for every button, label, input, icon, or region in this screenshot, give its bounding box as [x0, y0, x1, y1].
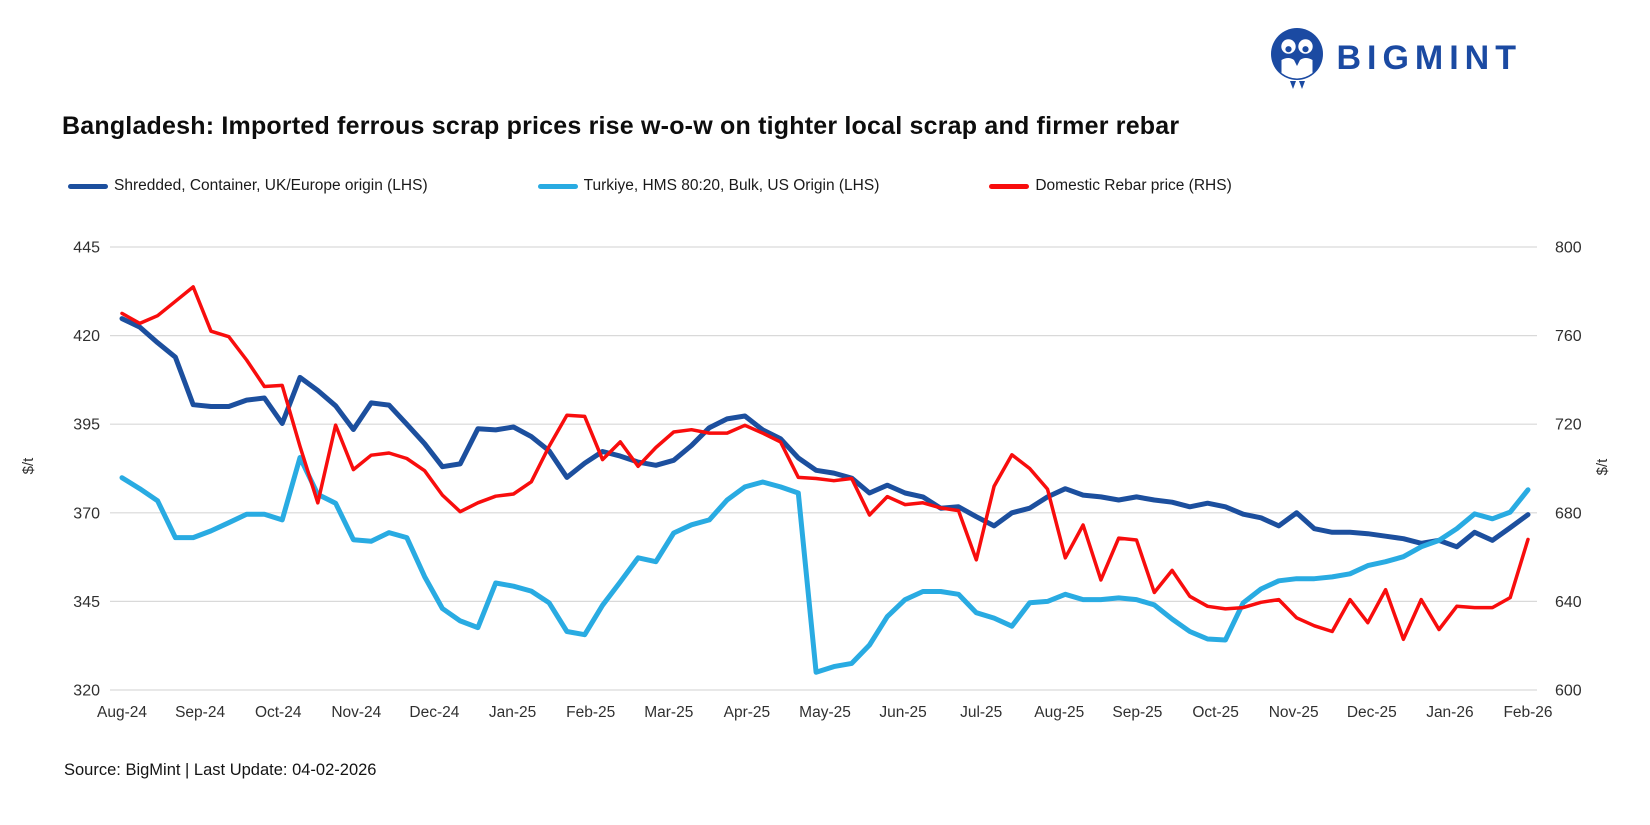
- x-axis-tick: Mar-25: [644, 704, 693, 721]
- right-axis-tick: 680: [1555, 505, 1582, 522]
- left-axis-tick: 445: [73, 240, 100, 257]
- series-line-2: [120, 285, 1530, 642]
- bigmint-logo-text: BIGMINT: [1336, 38, 1522, 77]
- x-axis-tick: Jan-25: [489, 704, 536, 721]
- series-line-1: [119, 455, 1531, 675]
- left-axis-tick: 395: [73, 417, 100, 434]
- x-axis-tick: May-25: [799, 704, 851, 721]
- x-axis-tick: Oct-25: [1192, 704, 1239, 721]
- right-axis-tick: 800: [1555, 240, 1582, 257]
- x-axis-tick: Apr-25: [724, 704, 771, 721]
- left-axis-tick: 420: [73, 328, 100, 345]
- legend-item: Domestic Rebar price (RHS): [989, 177, 1232, 195]
- x-axis-tick: Aug-24: [97, 704, 147, 721]
- legend-label: Turkiye, HMS 80:20, Bulk, US Origin (LHS…: [583, 177, 880, 194]
- x-axis-tick: Feb-25: [566, 704, 615, 721]
- right-axis-tick: 720: [1555, 417, 1582, 434]
- left-axis-tick: 370: [73, 505, 100, 522]
- x-axis-tick: Feb-26: [1503, 704, 1552, 721]
- legend-item: Turkiye, HMS 80:20, Bulk, US Origin (LHS…: [537, 177, 880, 195]
- bigmint-logo-icon: [1271, 28, 1324, 89]
- chart-title: Bangladesh: Imported ferrous scrap price…: [62, 112, 1180, 140]
- left-axis-tick: 320: [73, 683, 100, 700]
- source-note: Source: BigMint | Last Update: 04-02-202…: [64, 761, 377, 779]
- right-axis-tick: 640: [1555, 594, 1582, 611]
- bigmint-logo: BIGMINT: [1270, 26, 1522, 90]
- right-axis-unit: $/t: [1594, 458, 1611, 476]
- legend-swatch: [989, 183, 1030, 189]
- x-axis-tick: Jun-25: [879, 704, 926, 721]
- chart-legend: Shredded, Container, UK/Europe origin (L…: [68, 177, 1232, 195]
- x-axis-tick: Sep-24: [175, 704, 225, 721]
- x-axis-tick: Sep-25: [1112, 704, 1162, 721]
- x-axis-tick: Nov-24: [331, 704, 381, 721]
- x-axis-tick: Dec-24: [409, 704, 459, 721]
- x-axis-tick: Jul-25: [960, 704, 1002, 721]
- legend-swatch: [537, 183, 578, 189]
- x-axis-tick: Aug-25: [1034, 704, 1084, 721]
- series-line-0: [119, 316, 1531, 550]
- left-axis-unit: $/t: [20, 457, 37, 475]
- left-axis-tick: 345: [73, 594, 100, 611]
- right-axis-tick: 600: [1555, 683, 1582, 700]
- legend-swatch: [68, 183, 108, 189]
- legend-label: Domestic Rebar price (RHS): [1035, 177, 1232, 194]
- legend-label: Shredded, Container, UK/Europe origin (L…: [114, 177, 428, 194]
- x-axis-tick: Nov-25: [1269, 704, 1319, 721]
- x-axis-tick: Dec-25: [1347, 704, 1397, 721]
- right-axis-tick: 760: [1555, 328, 1582, 345]
- legend-item: Shredded, Container, UK/Europe origin (L…: [68, 177, 428, 195]
- x-axis-tick: Oct-24: [255, 704, 302, 721]
- x-axis-tick: Jan-26: [1426, 704, 1473, 721]
